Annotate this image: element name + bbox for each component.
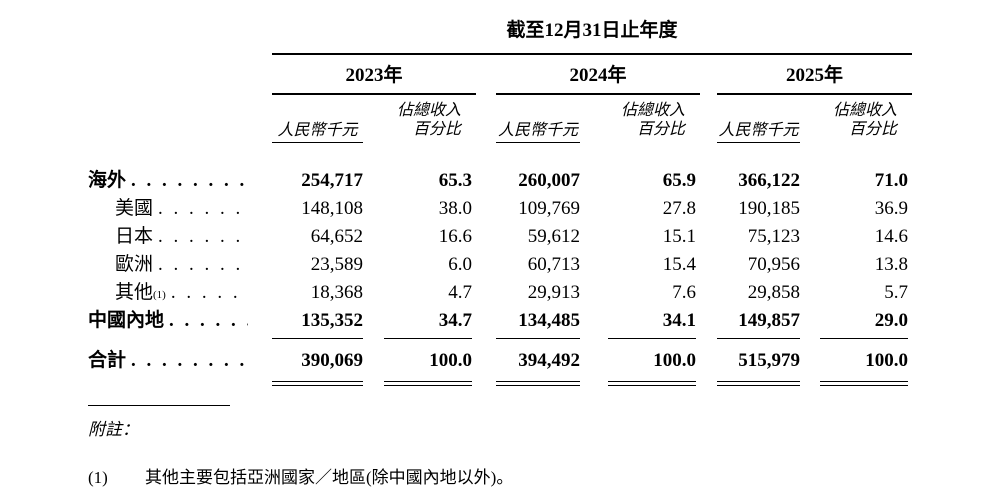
amount-2025: 70,956 — [747, 254, 800, 275]
pct-2024: 15.1 — [662, 226, 696, 247]
dot-leader: . . . . . . . . . . . . . . . . . . . . … — [169, 310, 248, 331]
amount-2025: 75,123 — [747, 226, 800, 247]
pct-2025: 13.8 — [874, 254, 908, 275]
table-row-others: 其他(1). . . . . . . . . . . . . . . . . .… — [88, 279, 912, 307]
year-header-2024: 2024年 — [496, 55, 700, 95]
table-row-us: 美國. . . . . . . . . . . . . . . . . . . … — [88, 195, 912, 223]
amount-2024: 260,007 — [518, 170, 580, 191]
amount-2023: 135,352 — [301, 310, 363, 331]
amount-2024: 60,713 — [527, 254, 580, 275]
year-header-row: 2023年 2024年 2025年 — [88, 55, 912, 95]
year-header-2023: 2023年 — [272, 55, 476, 95]
pct-2023: 16.6 — [438, 226, 472, 247]
pct-2023: 4.7 — [448, 282, 472, 303]
amount-unit-header-2023: 人民幣千元 — [272, 121, 363, 143]
pct-2025: 5.7 — [884, 282, 908, 303]
amount-2025: 515,979 — [738, 350, 800, 371]
notes-label: 附註： — [88, 420, 139, 439]
footnote-item: (1) 其他主要包括亞洲國家／地區(除中國內地以外)。 — [88, 468, 912, 488]
revenue-by-region-table: 截至12月31日止年度 2023年 2024年 2025年 人民幣千元 佔總收入… — [88, 20, 912, 488]
total-double-rule-row — [88, 381, 912, 386]
subtotal-rule-row — [88, 338, 912, 340]
dot-leader: . . . . . . . . . . . . . . . . . . . . … — [131, 170, 248, 191]
pct-2025: 29.0 — [874, 310, 908, 331]
table-row-mainland-china: 中國內地. . . . . . . . . . . . . . . . . . … — [88, 307, 912, 335]
pct-of-revenue-header-2025: 佔總收入 百分比 — [832, 102, 897, 138]
header-top-rule — [272, 53, 912, 55]
pct-2024: 15.4 — [662, 254, 696, 275]
amount-unit-header-2025: 人民幣千元 — [717, 121, 800, 143]
pct-2024: 7.6 — [672, 282, 696, 303]
financial-document-page: 截至12月31日止年度 2023年 2024年 2025年 人民幣千元 佔總收入… — [0, 20, 1000, 498]
table-row-europe: 歐洲. . . . . . . . . . . . . . . . . . . … — [88, 251, 912, 279]
table-row-japan: 日本. . . . . . . . . . . . . . . . . . . … — [88, 223, 912, 251]
pct-2025: 36.9 — [874, 198, 908, 219]
year-header-2025: 2025年 — [717, 55, 912, 95]
amount-2023: 64,652 — [310, 226, 363, 247]
amount-2024: 59,612 — [527, 226, 580, 247]
column-header-row: 人民幣千元 佔總收入 百分比 人民幣千元 佔總收入 百分比 人民幣千元 佔總收入… — [88, 101, 912, 143]
dot-leader: . . . . . . . . . . . . . . . . . . . . … — [158, 226, 248, 247]
pct-2023: 100.0 — [429, 350, 472, 371]
pct-2025: 100.0 — [865, 350, 908, 371]
amount-2023: 18,368 — [310, 282, 363, 303]
pct-of-revenue-header-2023: 佔總收入 百分比 — [396, 102, 461, 138]
footnote-separator-rule — [88, 405, 230, 406]
amount-2025: 29,858 — [747, 282, 800, 303]
pct-2023: 34.7 — [438, 310, 472, 331]
amount-2024: 109,769 — [518, 198, 580, 219]
row-label: 其他(1). . . . . . . . . . . . . . . . . .… — [88, 279, 272, 307]
pct-2023: 6.0 — [448, 254, 472, 275]
pct-2024: 27.8 — [662, 198, 696, 219]
pct-2024: 34.1 — [662, 310, 696, 331]
pct-2025: 14.6 — [874, 226, 908, 247]
amount-2023: 23,589 — [310, 254, 363, 275]
row-label: 中國內地. . . . . . . . . . . . . . . . . . … — [88, 307, 272, 335]
row-label: 合計. . . . . . . . . . . . . . . . . . . … — [88, 347, 272, 375]
amount-2023: 148,108 — [301, 198, 363, 219]
footnote-marker: (1) — [88, 468, 108, 487]
row-label: 美國. . . . . . . . . . . . . . . . . . . … — [88, 195, 272, 223]
pct-of-revenue-header-2024: 佔總收入 百分比 — [620, 102, 685, 138]
amount-2023: 390,069 — [301, 350, 363, 371]
pct-2023: 38.0 — [438, 198, 472, 219]
pct-2023: 65.3 — [438, 170, 472, 191]
dot-leader: . . . . . . . . . . . . . . . . . . . . … — [158, 198, 248, 219]
amount-2024: 394,492 — [518, 350, 580, 371]
row-label: 歐洲. . . . . . . . . . . . . . . . . . . … — [88, 251, 272, 279]
dot-leader: . . . . . . . . . . . . . . . . . . . . … — [131, 350, 248, 371]
pct-2024: 100.0 — [653, 350, 696, 371]
amount-2023: 254,717 — [301, 170, 363, 191]
amount-2025: 366,122 — [738, 170, 800, 191]
pct-2025: 71.0 — [874, 170, 908, 191]
table-row-overseas: 海外. . . . . . . . . . . . . . . . . . . … — [88, 167, 912, 195]
amount-2024: 29,913 — [527, 282, 580, 303]
table-row-total: 合計. . . . . . . . . . . . . . . . . . . … — [88, 347, 912, 375]
amount-unit-header-2024: 人民幣千元 — [496, 121, 580, 143]
row-label: 日本. . . . . . . . . . . . . . . . . . . … — [88, 223, 272, 251]
amount-2025: 149,857 — [738, 310, 800, 331]
dot-leader: . . . . . . . . . . . . . . . . . . . . … — [170, 282, 248, 303]
dot-leader: . . . . . . . . . . . . . . . . . . . . … — [158, 254, 248, 275]
pct-2024: 65.9 — [662, 170, 696, 191]
table-title: 截至12月31日止年度 — [506, 20, 678, 41]
amount-2025: 190,185 — [738, 198, 800, 219]
amount-2024: 134,485 — [518, 310, 580, 331]
row-label: 海外. . . . . . . . . . . . . . . . . . . … — [88, 167, 272, 195]
footnote-text: 其他主要包括亞洲國家／地區(除中國內地以外)。 — [145, 468, 514, 487]
